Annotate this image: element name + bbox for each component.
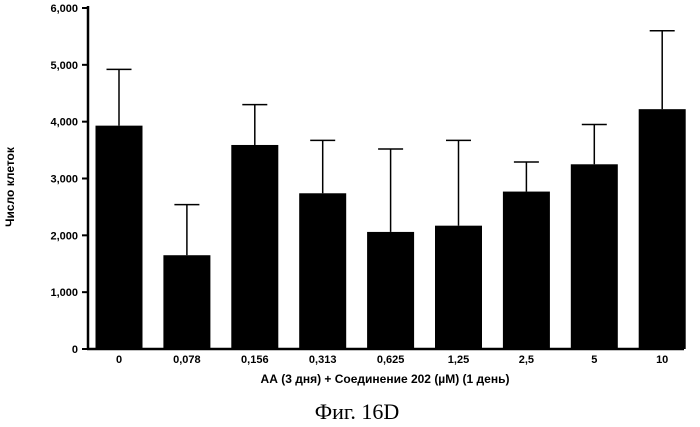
y-tick-label: 1,000 [50, 287, 78, 299]
x-tick-label: 10 [656, 354, 668, 366]
bar-0 [95, 125, 143, 350]
bar-8 [638, 109, 686, 349]
bar-6 [502, 191, 550, 349]
x-tick-label: 5 [591, 354, 597, 366]
x-tick-label: 0,156 [241, 354, 269, 366]
x-tick-labels-layer: 0 0,078 0,156 0,313 0,625 1,25 2,5 5 10 [116, 354, 668, 366]
y-tick-label: 5,000 [50, 60, 78, 72]
y-ticks-layer: 0 1,000 2,000 3,000 4,000 5,000 6,000 [50, 3, 88, 356]
figure-caption: Фиг. 16D [315, 399, 400, 424]
x-tick-label: 1,25 [448, 354, 469, 366]
y-tick-label: 6,000 [50, 3, 78, 15]
x-tick-label: 0,078 [173, 354, 201, 366]
bar-2 [231, 144, 279, 349]
bars-layer [95, 109, 686, 350]
x-tick-label: 0 [116, 354, 122, 366]
bar-1 [163, 255, 211, 349]
bar-3 [299, 193, 347, 349]
x-axis-title: АА (3 дня) + Соединение 202 (µM) (1 день… [261, 372, 510, 386]
y-axis-title: Число клеток [3, 146, 17, 227]
x-tick-label: 2,5 [519, 354, 534, 366]
bar-7 [570, 164, 618, 349]
bar-5 [435, 225, 482, 349]
error-bars-layer [106, 29, 675, 256]
x-tick-label: 0,313 [309, 354, 337, 366]
y-tick-label: 4,000 [50, 117, 78, 129]
y-tick-label: 3,000 [50, 174, 78, 186]
x-tick-label: 0,625 [377, 354, 405, 366]
y-tick-label: 0 [72, 344, 78, 356]
y-tick-label: 2,000 [50, 230, 78, 242]
bar-4 [367, 231, 415, 349]
